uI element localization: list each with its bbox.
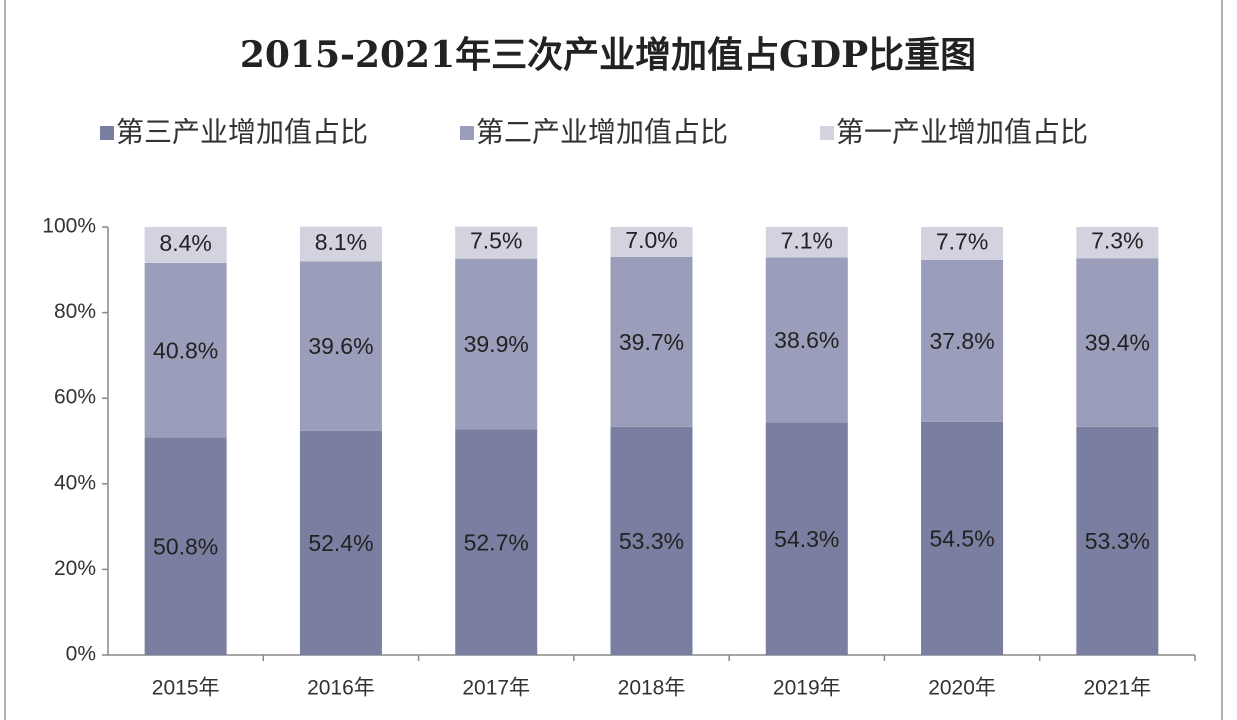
x-tick-label: 2017年 bbox=[462, 677, 530, 700]
value-label: 50.8% bbox=[153, 533, 218, 559]
legend-swatch bbox=[460, 126, 474, 140]
y-tick-label: 60% bbox=[54, 386, 96, 409]
legend-label: 第三产业增加值占比 bbox=[116, 116, 368, 147]
bar-segment bbox=[144, 227, 227, 263]
x-tick-label: 2018年 bbox=[618, 677, 686, 700]
bar-segment bbox=[765, 422, 848, 655]
value-label: 7.5% bbox=[470, 228, 522, 254]
bar-segment bbox=[921, 227, 1004, 260]
value-label: 8.1% bbox=[315, 229, 367, 255]
y-tick-label: 80% bbox=[54, 300, 96, 323]
bar-segment bbox=[610, 426, 693, 655]
bar-segment bbox=[1076, 258, 1159, 427]
value-label: 54.3% bbox=[774, 526, 839, 552]
legend-swatch bbox=[820, 126, 834, 140]
bar-segment bbox=[299, 226, 382, 262]
y-tick-label: 20% bbox=[54, 557, 96, 580]
bar-segment bbox=[921, 421, 1004, 655]
value-label: 8.4% bbox=[159, 230, 211, 256]
bar-segment bbox=[1076, 227, 1159, 259]
value-label: 40.8% bbox=[153, 337, 218, 363]
x-tick-label: 2019年 bbox=[773, 677, 841, 700]
value-label: 7.0% bbox=[625, 227, 677, 253]
bar-segment bbox=[610, 256, 693, 427]
bar-segment bbox=[765, 257, 848, 423]
value-label: 54.5% bbox=[929, 525, 994, 551]
bar-segment bbox=[765, 227, 848, 258]
y-tick-label: 0% bbox=[66, 643, 96, 666]
x-tick-label: 2021年 bbox=[1083, 677, 1151, 700]
legend-label: 第一产业增加值占比 bbox=[836, 116, 1088, 147]
value-label: 39.4% bbox=[1085, 330, 1150, 356]
bar-segment bbox=[144, 437, 227, 655]
value-label: 39.6% bbox=[308, 333, 373, 359]
bar-segment bbox=[1076, 426, 1159, 655]
value-label: 52.7% bbox=[464, 529, 529, 555]
bar-segment bbox=[921, 259, 1004, 422]
value-label: 37.8% bbox=[929, 328, 994, 354]
bar-segment bbox=[610, 227, 693, 257]
bar-segment bbox=[455, 226, 538, 259]
x-tick-label: 2015年 bbox=[152, 677, 220, 700]
value-label: 7.3% bbox=[1091, 228, 1143, 254]
value-label: 7.1% bbox=[781, 227, 833, 253]
x-tick-label: 2016年 bbox=[307, 677, 375, 700]
legend-swatch bbox=[100, 126, 114, 140]
x-tick-label: 2020年 bbox=[928, 677, 996, 700]
value-label: 39.9% bbox=[464, 331, 529, 357]
bar-segment bbox=[455, 429, 538, 655]
value-label: 7.7% bbox=[936, 229, 988, 255]
chart-title: 2015-2021年三次产业增加值占GDP比重图 bbox=[240, 34, 976, 76]
value-label: 53.3% bbox=[619, 528, 684, 554]
legend-label: 第二产业增加值占比 bbox=[476, 116, 728, 147]
bar-segment bbox=[299, 261, 382, 431]
value-label: 53.3% bbox=[1085, 528, 1150, 554]
value-label: 39.7% bbox=[619, 329, 684, 355]
bar-segment bbox=[455, 258, 538, 430]
y-tick-label: 100% bbox=[42, 215, 96, 238]
y-tick-label: 40% bbox=[54, 471, 96, 494]
bar-segment bbox=[299, 430, 382, 655]
value-label: 38.6% bbox=[774, 327, 839, 353]
bar-segment bbox=[144, 262, 227, 438]
value-label: 52.4% bbox=[308, 530, 373, 556]
